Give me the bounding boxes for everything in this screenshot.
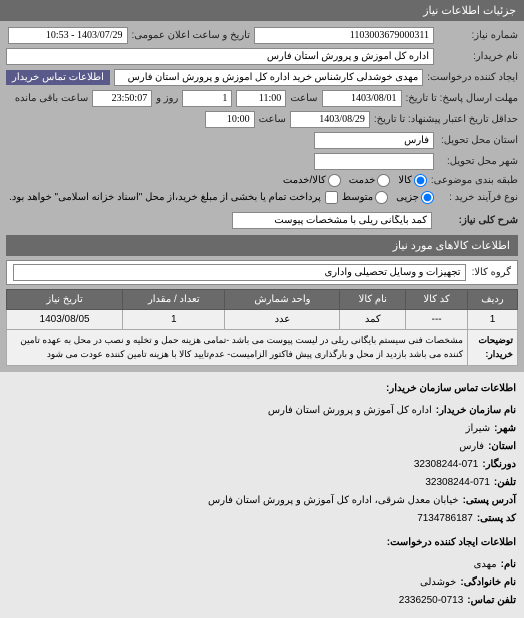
name-label: نام:	[501, 556, 516, 574]
buyer-contact-button[interactable]: اطلاعات تماس خریدار	[6, 70, 110, 85]
subject-field[interactable]	[232, 212, 432, 229]
delivery-city-label: شهر محل تحویل:	[438, 156, 518, 167]
valid-until-date-field[interactable]	[290, 111, 370, 128]
contact-phone-value: 2336250-0713	[399, 592, 464, 610]
day-label: روز و	[156, 93, 178, 104]
buyer-label: نام خریدار:	[438, 51, 518, 62]
group-label: گروه کالا:	[472, 267, 511, 278]
requester-info-title: اطلاعات ایجاد کننده درخواست:	[8, 534, 516, 552]
delivery-province-field[interactable]	[314, 132, 434, 149]
category-radio-group: کالا خدمت کالا/خدمت	[283, 174, 427, 187]
radio-goods-item[interactable]: کالا	[398, 174, 427, 187]
radio-medium-label: متوسط	[342, 192, 373, 203]
city-label: شهر:	[494, 420, 516, 438]
delivery-city-field[interactable]	[314, 153, 434, 170]
radio-small-item[interactable]: جزیی	[396, 191, 434, 204]
contact-title: اطلاعات تماس سازمان خریدار:	[8, 380, 516, 398]
radio-medium[interactable]	[375, 191, 388, 204]
announce-label: تاریخ و ساعت اعلان عمومی:	[132, 30, 251, 41]
td-qty: 1	[123, 310, 225, 330]
request-no-label: شماره نیاز:	[438, 30, 518, 41]
table-header-row: ردیف کد کالا نام کالا واحد شمارش تعداد /…	[7, 290, 518, 310]
announce-field[interactable]	[8, 27, 128, 44]
header-title: جزئیات اطلاعات نیاز	[423, 5, 516, 17]
purchase-type-label: نوع فرآیند خرید :	[438, 192, 518, 203]
goods-table: ردیف کد کالا نام کالا واحد شمارش تعداد /…	[6, 289, 518, 366]
time-label-2: ساعت	[259, 114, 286, 125]
table-row: 1 --- کمد عدد 1 1403/08/05	[7, 310, 518, 330]
td-name: کمد	[340, 310, 406, 330]
province-value: فارس	[459, 438, 484, 456]
desc-text: مشخصات فنی سیستم بایگانی ریلی در لیست پی…	[7, 330, 468, 366]
td-row: 1	[468, 310, 518, 330]
radio-both[interactable]	[328, 174, 341, 187]
th-date: تاریخ نیاز	[7, 290, 123, 310]
lastname-value: خوشدلی	[420, 574, 456, 592]
name-value: مهدی	[474, 556, 497, 574]
page-header: جزئیات اطلاعات نیاز	[0, 0, 524, 21]
group-field[interactable]	[13, 264, 466, 281]
subject-label: شرح کلی نیاز:	[438, 215, 518, 226]
td-unit: عدد	[225, 310, 340, 330]
contact-phone-label: تلفن تماس:	[467, 592, 516, 610]
requester-field[interactable]	[114, 69, 423, 86]
td-date: 1403/08/05	[7, 310, 123, 330]
city-value: شیراز	[466, 420, 491, 438]
radio-medium-item[interactable]: متوسط	[342, 191, 388, 204]
deadline-from-label: مهلت ارسال پاسخ: تا تاریخ:	[406, 93, 518, 104]
org-name-label: نام سازمان خریدار:	[436, 402, 516, 420]
valid-until-label: حداقل تاریخ اعتبار پیشنهاد: تا تاریخ:	[374, 114, 518, 125]
lastname-label: نام خانوادگی:	[460, 574, 516, 592]
postal-label: کد پستی:	[477, 510, 516, 528]
radio-goods-label: کالا	[398, 175, 412, 186]
th-row: ردیف	[468, 290, 518, 310]
radio-small-label: جزیی	[396, 192, 419, 203]
deadline-time-field[interactable]	[236, 90, 286, 107]
th-qty: تعداد / مقدار	[123, 290, 225, 310]
address-value: خیابان معدل شرقی، اداره کل آموزش و پرورش…	[208, 492, 459, 510]
radio-both-label: کالا/خدمت	[283, 175, 326, 186]
radio-service-item[interactable]: خدمت	[349, 174, 391, 187]
request-no-field[interactable]	[254, 27, 434, 44]
postal-value: 7134786187	[417, 510, 473, 528]
radio-small[interactable]	[421, 191, 434, 204]
desc-row: توضیحات خریدار: مشخصات فنی سیستم بایگانی…	[7, 330, 518, 366]
payment-checkbox[interactable]	[325, 191, 338, 204]
fax-label: دورنگار:	[482, 456, 516, 474]
payment-note-row: پرداخت تمام یا بخشی از مبلغ خرید،از محل …	[9, 191, 338, 204]
radio-service-label: خدمت	[349, 175, 376, 186]
buyer-field[interactable]	[6, 48, 434, 65]
fax-value: 32308244-071	[414, 456, 479, 474]
deadline-date-field[interactable]	[322, 90, 402, 107]
province-label: استان:	[488, 438, 516, 456]
goods-section-header: اطلاعات کالاهای مورد نیاز	[6, 235, 518, 256]
desc-label: توضیحات خریدار:	[468, 330, 518, 366]
category-box: گروه کالا:	[6, 260, 518, 285]
payment-note-text: پرداخت تمام یا بخشی از مبلغ خرید،از محل …	[9, 192, 321, 203]
th-code: کد کالا	[406, 290, 468, 310]
valid-until-time-field[interactable]	[205, 111, 255, 128]
address-label: آدرس پستی:	[463, 492, 516, 510]
th-unit: واحد شمارش	[225, 290, 340, 310]
delivery-province-label: استان محل تحویل:	[438, 135, 518, 146]
contact-section: اطلاعات تماس سازمان خریدار: نام سازمان خ…	[0, 372, 524, 618]
purchase-type-radio-group: جزیی متوسط	[342, 191, 434, 204]
phone-value: 32308244-071	[425, 474, 490, 492]
requester-label: ایجاد کننده درخواست:	[427, 72, 518, 83]
goods-section-title: اطلاعات کالاهای مورد نیاز	[393, 240, 510, 252]
remaining-time-field[interactable]	[92, 90, 152, 107]
time-label-1: ساعت	[290, 93, 317, 104]
remaining-label: ساعت باقی مانده	[15, 93, 88, 104]
radio-goods[interactable]	[414, 174, 427, 187]
radio-both-item[interactable]: کالا/خدمت	[283, 174, 341, 187]
th-name: نام کالا	[340, 290, 406, 310]
org-name-value: اداره کل آموزش و پرورش استان فارس	[268, 402, 432, 420]
form-section: شماره نیاز: تاریخ و ساعت اعلان عمومی: نا…	[0, 21, 524, 372]
td-code: ---	[406, 310, 468, 330]
radio-service[interactable]	[377, 174, 390, 187]
phone-label: تلفن:	[494, 474, 516, 492]
category-label: طبقه بندی موضوعی:	[431, 175, 518, 186]
days-count-field[interactable]	[182, 90, 232, 107]
